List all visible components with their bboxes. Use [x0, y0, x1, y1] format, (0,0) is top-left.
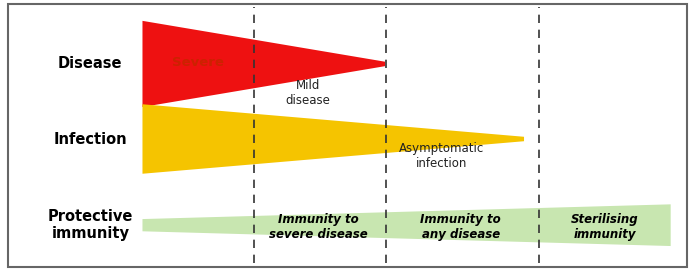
Polygon shape — [142, 104, 524, 174]
Text: Mild
disease: Mild disease — [286, 79, 330, 107]
Text: Immunity to
severe disease: Immunity to severe disease — [269, 213, 368, 240]
Text: Immunity to
any disease: Immunity to any disease — [420, 213, 501, 240]
Text: Sterilising
immunity: Sterilising immunity — [571, 213, 639, 240]
Text: Disease: Disease — [58, 56, 122, 71]
Text: Infection: Infection — [54, 131, 127, 147]
Text: Severe: Severe — [172, 56, 224, 69]
Polygon shape — [142, 21, 385, 107]
Text: Protective
immunity: Protective immunity — [48, 209, 133, 241]
Text: Asymptomatic
infection: Asymptomatic infection — [399, 142, 484, 170]
Polygon shape — [142, 204, 671, 246]
